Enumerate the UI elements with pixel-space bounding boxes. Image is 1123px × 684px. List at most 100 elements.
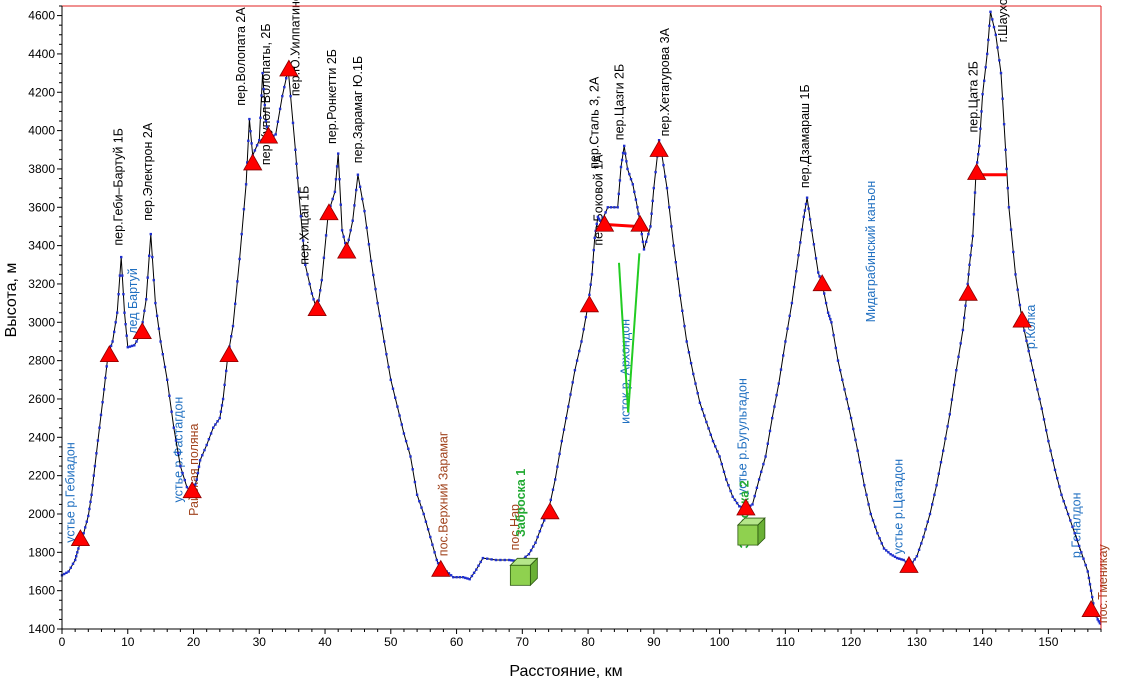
track-point <box>649 225 652 228</box>
track-point <box>738 505 741 508</box>
track-point <box>339 203 342 206</box>
track-point <box>687 351 691 354</box>
track-point <box>238 257 241 261</box>
track-point <box>503 558 506 562</box>
track-point <box>367 243 371 246</box>
track-point <box>757 478 761 481</box>
annotation-label: пер.Электрон 2А <box>141 122 155 221</box>
track-point <box>913 558 916 561</box>
waypoint-marker <box>1012 310 1032 328</box>
track-point <box>727 484 730 487</box>
track-point <box>319 289 322 292</box>
waypoint-marker <box>182 481 202 499</box>
track-point <box>768 429 772 433</box>
track-point <box>468 578 471 581</box>
track-point <box>470 574 474 578</box>
track-point <box>435 558 438 562</box>
track-point <box>306 273 309 276</box>
track-point <box>1075 538 1079 541</box>
track-point <box>1045 429 1048 432</box>
waypoint-marker <box>132 322 152 340</box>
track-point <box>353 204 356 207</box>
track-point <box>645 240 648 243</box>
track-point <box>344 241 347 245</box>
track-point <box>967 273 970 276</box>
track-point <box>494 558 498 562</box>
track-point <box>902 558 905 562</box>
track-point <box>698 401 702 404</box>
annotation-label: устье р.Фастагдон <box>171 397 185 503</box>
track-point <box>114 321 117 324</box>
track-point <box>209 432 213 435</box>
track-point <box>920 542 923 545</box>
track-point <box>876 532 879 535</box>
track-point <box>1029 359 1033 362</box>
track-point <box>760 470 763 473</box>
track-point <box>633 190 636 194</box>
track-point <box>170 410 173 413</box>
track-point <box>420 506 423 509</box>
track-point <box>1023 329 1026 332</box>
y-tick-label: 4000 <box>28 124 55 138</box>
track-point <box>575 359 579 362</box>
track-point <box>891 554 894 557</box>
track-point <box>1034 378 1037 381</box>
track-point <box>1056 477 1059 480</box>
track-point <box>400 423 403 426</box>
track-point <box>797 254 800 257</box>
track-point <box>915 555 919 558</box>
track-point <box>771 416 774 420</box>
track-point <box>1069 519 1072 522</box>
track-point <box>790 301 794 305</box>
x-tick-label: 20 <box>187 635 201 649</box>
track-point <box>733 498 737 502</box>
track-point <box>569 393 572 396</box>
track-point <box>871 519 875 522</box>
track-point <box>126 346 129 349</box>
track-point <box>113 330 116 334</box>
track-point <box>358 185 362 188</box>
track-point <box>598 219 602 222</box>
track-point <box>201 454 204 457</box>
track-point <box>212 426 215 429</box>
track-point <box>773 405 776 408</box>
track-point <box>398 414 401 417</box>
track-point <box>625 160 628 163</box>
track-point <box>720 462 723 466</box>
track-point <box>383 340 386 343</box>
track-point <box>839 369 842 372</box>
waypoint-marker <box>219 345 239 363</box>
track-point <box>983 79 986 82</box>
cache-box <box>736 517 766 547</box>
track-point <box>426 528 430 531</box>
track-point <box>591 261 595 264</box>
track-point <box>617 192 620 196</box>
track-point <box>834 346 837 350</box>
track-point <box>1006 186 1009 190</box>
waypoint-marker <box>899 555 919 573</box>
track-point <box>900 558 903 561</box>
track-point <box>584 316 588 319</box>
track-point <box>455 576 458 579</box>
track-point <box>725 478 728 481</box>
track-point <box>146 276 149 279</box>
track-point <box>281 94 284 98</box>
track-point <box>536 535 539 539</box>
track-point <box>249 130 252 133</box>
track-point <box>259 116 262 119</box>
cache-box <box>509 557 539 587</box>
waypoint-marker <box>649 139 669 157</box>
track-point <box>91 484 94 487</box>
track-point <box>749 504 752 507</box>
track-point <box>538 530 542 533</box>
track-point <box>1088 583 1092 586</box>
track-point <box>84 526 87 529</box>
track-point <box>604 211 607 214</box>
track-point <box>968 263 971 266</box>
track-point <box>117 293 120 296</box>
track-point <box>549 498 552 502</box>
cache-box-front <box>509 564 531 586</box>
x-tick-label: 150 <box>1038 635 1058 649</box>
track-point <box>174 439 178 442</box>
